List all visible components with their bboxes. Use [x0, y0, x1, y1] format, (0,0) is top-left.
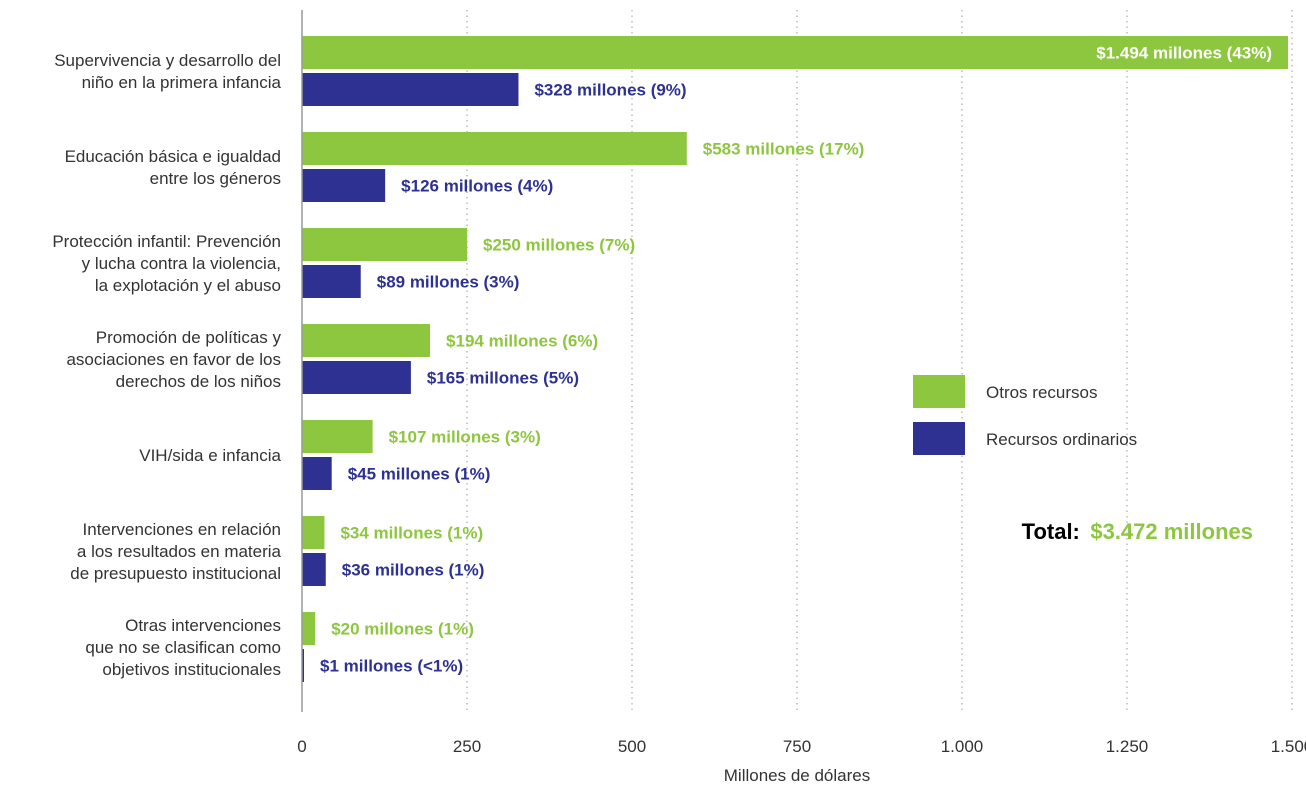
data-label: $194 millones (6%)	[446, 332, 598, 351]
data-label: $126 millones (4%)	[401, 177, 553, 196]
bar	[302, 420, 373, 453]
x-tick-label: 1.500	[1271, 737, 1306, 756]
category-label: Educación básica e igualdad entre los gén…	[65, 147, 281, 188]
bar	[302, 228, 467, 261]
category-label: Supervivencia y desarrollo del niño en la…	[54, 51, 281, 92]
total-value: $3.472 millones	[1090, 519, 1253, 544]
category-label: Intervenciones en relación a los resultad…	[70, 520, 281, 583]
data-label: $20 millones (1%)	[331, 620, 474, 639]
bar	[302, 169, 386, 202]
legend-label-otros-recursos: Otros recursos	[986, 383, 1097, 402]
legend: Otros recursos Recursos ordinarios	[913, 375, 1137, 455]
x-axis-ticks: 0 250 500 750 1.000 1.250 1.500	[297, 737, 1306, 756]
data-label: $34 millones (1%)	[340, 524, 483, 543]
x-axis-title: Millones de dólares	[724, 766, 870, 785]
legend-label-recursos-ordinarios: Recursos ordinarios	[986, 430, 1137, 449]
x-tick-label: 750	[783, 737, 811, 756]
bar	[302, 324, 431, 357]
data-label: $1 millones (<1%)	[320, 657, 463, 676]
bars: $1.494 millones (43%) $328 millones (9%) $…	[302, 36, 1289, 682]
bar	[302, 36, 1289, 69]
x-tick-label: 500	[618, 737, 646, 756]
x-tick-label: 250	[453, 737, 481, 756]
bar	[302, 553, 326, 586]
data-label: $583 millones (17%)	[703, 140, 865, 159]
x-tick-label: 1.000	[941, 737, 984, 756]
category-label: Otras intervenciones que no se clasifican…	[85, 616, 281, 679]
x-tick-label: 1.250	[1106, 737, 1149, 756]
data-label: $1.494 millones (43%)	[1096, 44, 1272, 63]
total-label: Total:	[1022, 519, 1080, 544]
data-label: $45 millones (1%)	[348, 465, 491, 484]
data-label: $36 millones (1%)	[342, 561, 485, 580]
data-label: $107 millones (3%)	[389, 428, 541, 447]
bar	[302, 361, 411, 394]
bar	[302, 649, 304, 682]
bar	[302, 265, 361, 298]
bar	[302, 457, 332, 490]
legend-swatch-otros-recursos	[913, 375, 965, 408]
category-labels: Supervivencia y desarrollo del niño en la…	[52, 51, 281, 679]
data-label: $250 millones (7%)	[483, 236, 635, 255]
bar	[302, 516, 325, 549]
data-label: $165 millones (5%)	[427, 369, 579, 388]
x-tick-label: 0	[297, 737, 306, 756]
data-label: $328 millones (9%)	[534, 81, 686, 100]
category-label: VIH/sida e infancia	[139, 446, 281, 465]
data-label: $89 millones (3%)	[377, 273, 520, 292]
category-label: Promoción de políticas y asociaciones en …	[66, 328, 281, 391]
legend-swatch-recursos-ordinarios	[913, 422, 965, 455]
gridlines	[466, 10, 1293, 712]
total-annotation: Total: $3.472 millones	[1022, 519, 1253, 544]
category-label: Protección infantil: Prevención y lucha c…	[52, 232, 281, 295]
bar	[302, 73, 519, 106]
bar	[302, 132, 687, 165]
bar	[302, 612, 316, 645]
